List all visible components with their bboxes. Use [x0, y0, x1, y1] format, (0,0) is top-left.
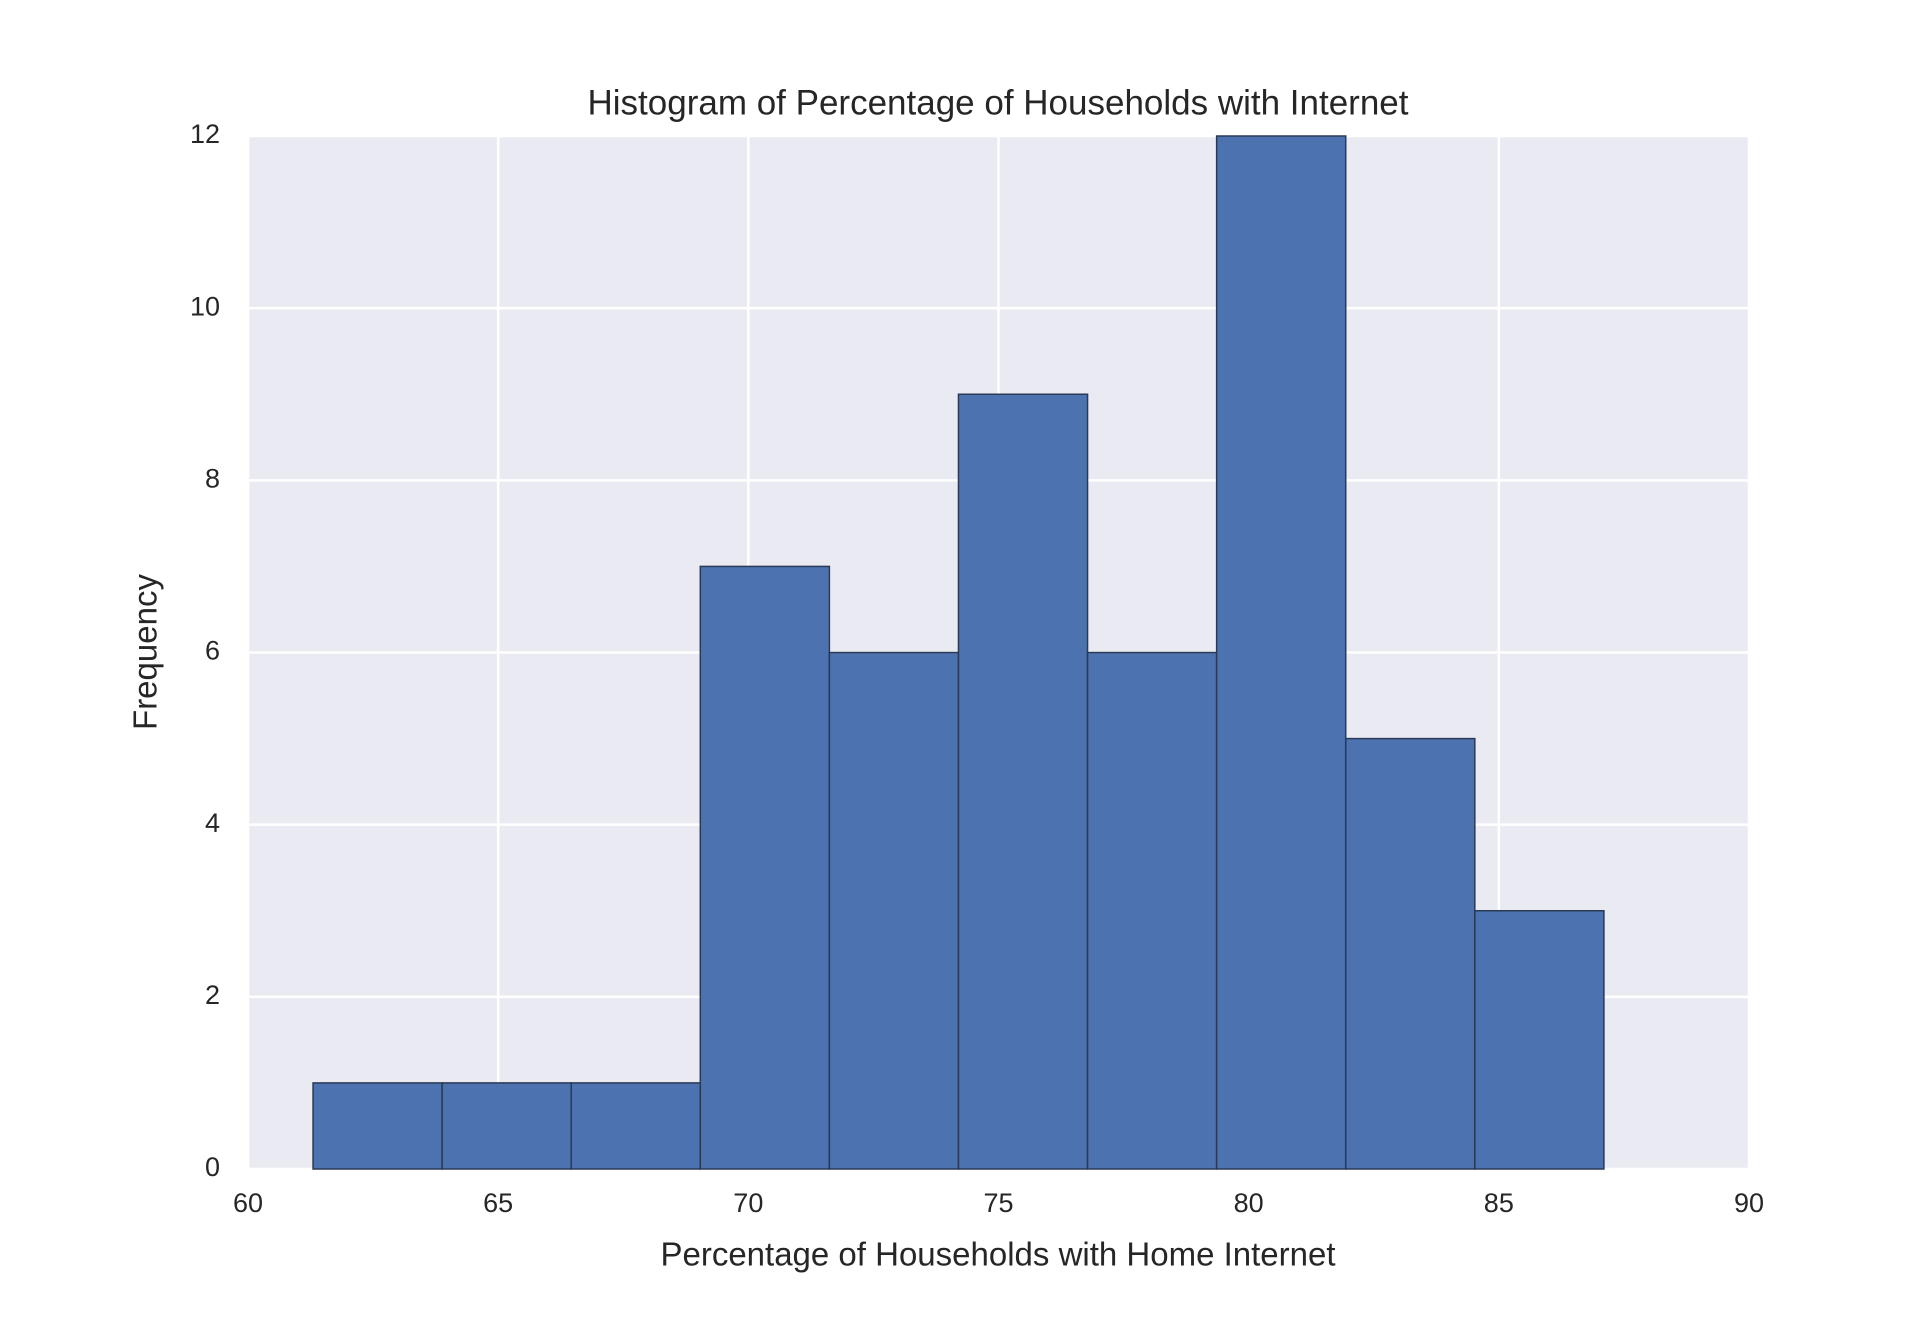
- bar: [699, 565, 831, 1170]
- bar: [570, 1082, 702, 1170]
- x-tick-label: 75: [983, 1188, 1013, 1218]
- x-tick-label: 70: [733, 1188, 763, 1218]
- x-tick-label: 90: [1734, 1188, 1764, 1218]
- y-tick-label: 0: [205, 1152, 220, 1182]
- y-tick-label: 10: [190, 291, 220, 321]
- bar: [1215, 135, 1347, 1170]
- y-tick-label: 12: [190, 119, 220, 149]
- y-tick-label: 4: [205, 808, 220, 838]
- chart-title: Histogram of Percentage of Households wi…: [588, 83, 1409, 122]
- x-tick-label: 65: [483, 1188, 513, 1218]
- bar: [1344, 737, 1476, 1170]
- bar: [1474, 910, 1605, 1170]
- bar: [441, 1082, 572, 1170]
- x-axis-label: Percentage of Households with Home Inter…: [660, 1236, 1335, 1273]
- y-axis-label: Frequency: [127, 574, 164, 730]
- x-tick-label: 80: [1234, 1188, 1264, 1218]
- bar: [828, 651, 960, 1170]
- bar: [957, 393, 1089, 1170]
- x-tick-label: 60: [233, 1188, 263, 1218]
- y-tick-label: 6: [205, 636, 220, 666]
- bar: [1086, 651, 1218, 1170]
- bar: [312, 1082, 443, 1170]
- y-tick-label: 2: [205, 980, 220, 1010]
- x-tick-label: 85: [1484, 1188, 1514, 1218]
- y-tick-label: 8: [205, 463, 220, 493]
